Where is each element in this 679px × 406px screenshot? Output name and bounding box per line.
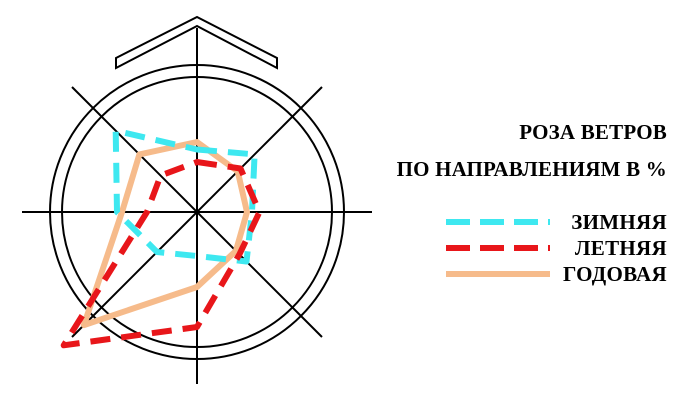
north-arrow-outline (115, 15, 278, 70)
diagram-title-line-1: РОЗА ВЕТРОВ (519, 120, 667, 144)
diagram-title-line-2: ПО НАПРАВЛЕНИЯМ В % (396, 157, 667, 181)
series-winter-polygon (112, 127, 258, 265)
legend-label-winter: ЗИМНЯЯ (571, 210, 667, 234)
legend-label-annual: ГОДОВАЯ (562, 262, 667, 286)
axis-diagonal-nw-se (71, 86, 323, 338)
legend-label-summer: ЛЕТНЯЯ (574, 236, 667, 260)
legend-swatches (446, 219, 550, 277)
series-summer-polygon (60, 159, 263, 349)
series-annual-polygon (80, 139, 250, 329)
series-layer (60, 127, 263, 349)
north-arrow (115, 15, 278, 70)
